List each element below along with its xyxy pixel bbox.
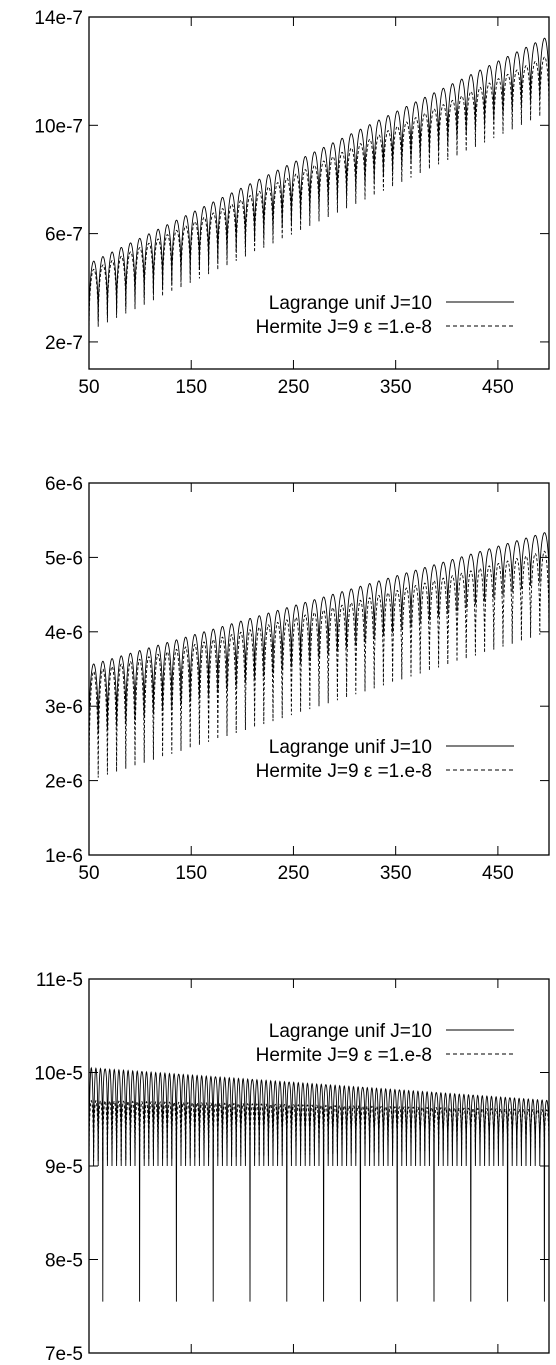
legend-label: Hermite J=9 ε =1.e-8: [256, 1045, 432, 1066]
y-tick-label: 6e-6: [45, 474, 83, 495]
x-tick-label: 150: [175, 377, 207, 398]
y-tick-label: 10e-7: [34, 116, 83, 137]
legend: Lagrange unif J=10 Hermite J=9 ε =1.e-8: [256, 737, 514, 782]
x-tick-label: 50: [78, 863, 99, 884]
y-tick-label: 4e-6: [45, 623, 83, 644]
y-tick-label: 2e-6: [45, 772, 83, 793]
series-line-hermite: [89, 550, 549, 781]
x-tick-label: 250: [278, 377, 310, 398]
legend-label: Hermite J=9 ε =1.e-8: [256, 317, 432, 338]
legend: Lagrange unif J=10 Hermite J=9 ε =1.e-8: [256, 293, 514, 338]
legend-label: Lagrange unif J=10: [269, 737, 432, 758]
y-tick-label: 7e-5: [45, 1344, 83, 1360]
x-tick-label: 450: [482, 377, 514, 398]
y-tick-label: 5e-6: [45, 548, 83, 569]
y-tick-label: 14e-7: [34, 8, 83, 29]
series-line-lagrange: [89, 532, 549, 736]
chart-panel-3: 501502503504507e-58e-59e-510e-511e-5Lagr…: [34, 970, 550, 1365]
y-tick-label: 9e-5: [45, 1157, 83, 1178]
series-line-hermite: [89, 1099, 549, 1162]
legend-label: Hermite J=9 ε =1.e-8: [256, 761, 432, 782]
legend-label: Lagrange unif J=10: [269, 293, 432, 314]
plot-frame: [88, 16, 550, 370]
plot-area: [89, 37, 549, 332]
plot-frame: [88, 482, 550, 856]
x-tick-label: 350: [380, 377, 412, 398]
x-tick-label: 150: [175, 863, 207, 884]
y-tick-label: 11e-5: [36, 970, 83, 991]
y-tick-label: 3e-6: [45, 697, 83, 718]
legend-label: Lagrange unif J=10: [269, 1021, 432, 1042]
plot-area: [89, 1066, 549, 1302]
series-line-lagrange: [89, 37, 549, 326]
y-tick-label: 8e-5: [45, 1251, 83, 1272]
x-tick-label: 350: [380, 863, 412, 884]
chart-panel-2: 50 150 250 350 450 1e-6 2e-6 3e-6 4e-6 5e-6 6e-6 La…: [45, 474, 550, 884]
y-tick-label: 10e-5: [34, 1064, 83, 1085]
y-tick-label: 2e-7: [45, 333, 83, 354]
series-line-lagrange: [89, 1066, 549, 1302]
plot-area: [89, 532, 549, 781]
x-tick-label: 50: [78, 377, 99, 398]
series-line-hermite: [89, 56, 549, 332]
y-tick-label: 1e-6: [45, 846, 83, 867]
legend: Lagrange unif J=10 Hermite J=9 ε =1.e-8: [256, 1021, 514, 1066]
x-tick-label: 250: [278, 863, 310, 884]
y-tick-label: 6e-7: [45, 225, 83, 246]
x-tick-label: 450: [482, 863, 514, 884]
chart-panel-1: 50 150 250 350 450 2e-7 6e-7 10e-7 14e-7 Lagrange…: [34, 8, 550, 398]
